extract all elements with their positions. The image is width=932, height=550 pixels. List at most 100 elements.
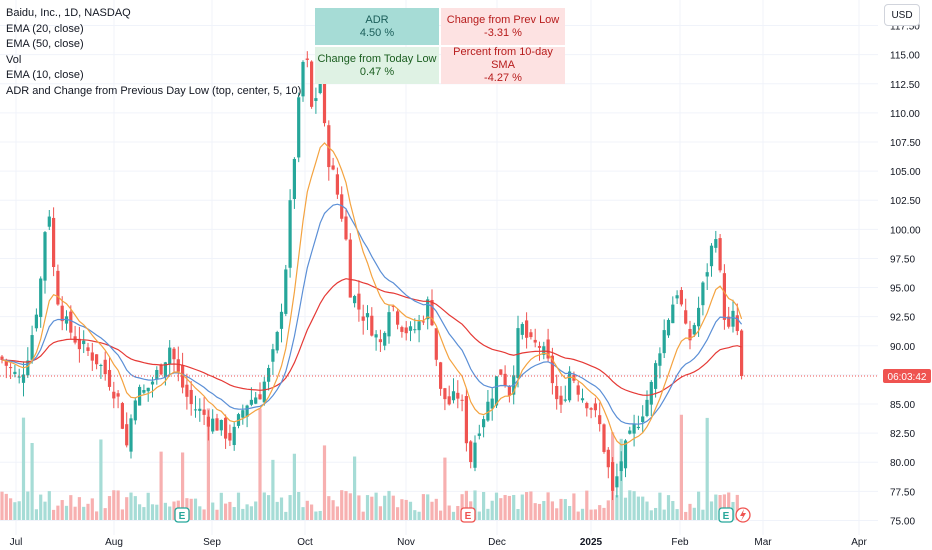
candle-body — [9, 367, 13, 369]
candle-body — [430, 299, 434, 326]
volume-bar — [374, 492, 378, 520]
today-low-label: Change from Today Low — [317, 52, 437, 65]
candle-body — [697, 307, 701, 327]
volume-bar — [348, 493, 352, 520]
candle-body — [344, 216, 348, 240]
volume-bar — [525, 492, 529, 520]
volume-bar — [464, 490, 468, 520]
price-tick-label: 75.00 — [890, 516, 915, 527]
volume-bar — [155, 504, 159, 520]
legend-adr[interactable]: ADR and Change from Previous Day Low (to… — [6, 84, 302, 97]
volume-bar — [542, 500, 546, 520]
volume-bar — [301, 507, 305, 520]
candle-body — [129, 418, 133, 452]
candle-body — [159, 364, 163, 375]
candle-body — [125, 424, 129, 446]
volume-bar — [258, 408, 262, 520]
price-badge-text: 06:03:42 — [888, 372, 927, 383]
candle-body — [499, 369, 503, 375]
price-tick-label: 117.50 — [890, 22, 920, 33]
candle-body — [563, 399, 567, 401]
candle-body — [142, 390, 146, 393]
candle-body — [709, 245, 714, 267]
volume-bar — [129, 492, 133, 520]
currency-button[interactable]: USD — [884, 4, 920, 26]
candle-body — [559, 395, 563, 405]
volume-bar — [365, 495, 370, 520]
earnings-marker[interactable]: E — [718, 507, 734, 523]
volume-bar — [671, 501, 675, 520]
candle-body — [417, 321, 421, 331]
legend-vol[interactable]: Vol — [6, 53, 22, 66]
ema-lines — [1, 142, 743, 446]
candle-body — [245, 405, 249, 417]
volume-bar — [90, 498, 94, 520]
price-axis[interactable]: 75.0077.5080.0082.5085.0087.5090.0092.50… — [890, 22, 921, 528]
candle-body — [714, 239, 718, 248]
candle-body — [168, 347, 172, 365]
candle-body — [86, 347, 90, 351]
legend-symbol[interactable]: Baidu, Inc., 1D, NASDAQ — [6, 7, 131, 19]
price-tick-label: 102.50 — [890, 196, 921, 207]
volume-bar — [697, 491, 701, 520]
volume-bar — [271, 459, 275, 520]
time-tick-label: Apr — [851, 537, 867, 548]
candle-body — [64, 316, 69, 324]
volume-bar — [284, 511, 288, 520]
candle-body — [310, 61, 314, 107]
volume-bar — [421, 494, 425, 520]
legend-ema50[interactable]: EMA (50, close) — [6, 38, 84, 50]
candle-body — [365, 313, 370, 318]
legend-ema20[interactable]: EMA (20, close) — [6, 22, 84, 35]
candle-body — [39, 278, 43, 318]
volume-bar — [537, 503, 542, 520]
time-tick-label: Sep — [203, 537, 221, 548]
candle-body — [292, 158, 296, 200]
volume-bar — [241, 508, 245, 520]
volume-bar — [408, 501, 413, 520]
volume-bar — [606, 500, 610, 520]
candle-body — [120, 403, 124, 429]
earnings-marker[interactable]: E — [460, 507, 476, 523]
volume-bar — [52, 509, 56, 520]
volume-bar — [580, 508, 585, 520]
candle-body — [443, 388, 447, 400]
time-axis[interactable]: Jul Aug Sep Oct Nov Dec 2025 Feb Mar Apr — [10, 537, 868, 548]
volume-bar — [456, 505, 460, 520]
price-tick-label: 82.50 — [890, 429, 915, 440]
sma-cell: Percent from 10-day SMA -4.27 % — [441, 46, 565, 84]
candle-body — [254, 397, 258, 404]
volume-bar — [636, 496, 640, 520]
volume-bar — [107, 496, 112, 520]
volume-bar — [507, 495, 511, 520]
candle-body — [353, 296, 357, 304]
volume-bar — [34, 509, 38, 520]
volume-bar — [391, 495, 395, 520]
candle-body — [662, 330, 666, 354]
candle-body — [211, 418, 215, 432]
candle-body — [503, 373, 507, 387]
volume-bar — [499, 498, 503, 520]
candle-body — [241, 410, 245, 418]
candle-body — [585, 402, 589, 409]
price-badge: 06:03:42 — [883, 369, 931, 384]
time-tick-label: Feb — [671, 537, 689, 548]
legend-ema10[interactable]: EMA (10, close) — [6, 69, 84, 81]
volume-bar — [142, 507, 146, 520]
time-tick-label: Oct — [297, 537, 313, 548]
earnings-marker[interactable]: E — [174, 507, 190, 523]
price-tick-label: 110.00 — [890, 109, 920, 120]
candle-body — [301, 61, 305, 97]
volume-bar — [43, 501, 47, 520]
candle-body — [176, 359, 180, 372]
candle-body — [636, 426, 640, 429]
dividend-lightning-icon[interactable] — [735, 507, 751, 523]
candle-body — [623, 440, 628, 469]
candle-body — [77, 338, 81, 350]
candle-body — [494, 376, 499, 406]
candle-body — [546, 339, 550, 359]
price-tick-label: 115.00 — [890, 51, 920, 62]
volume-bars — [0, 408, 744, 520]
